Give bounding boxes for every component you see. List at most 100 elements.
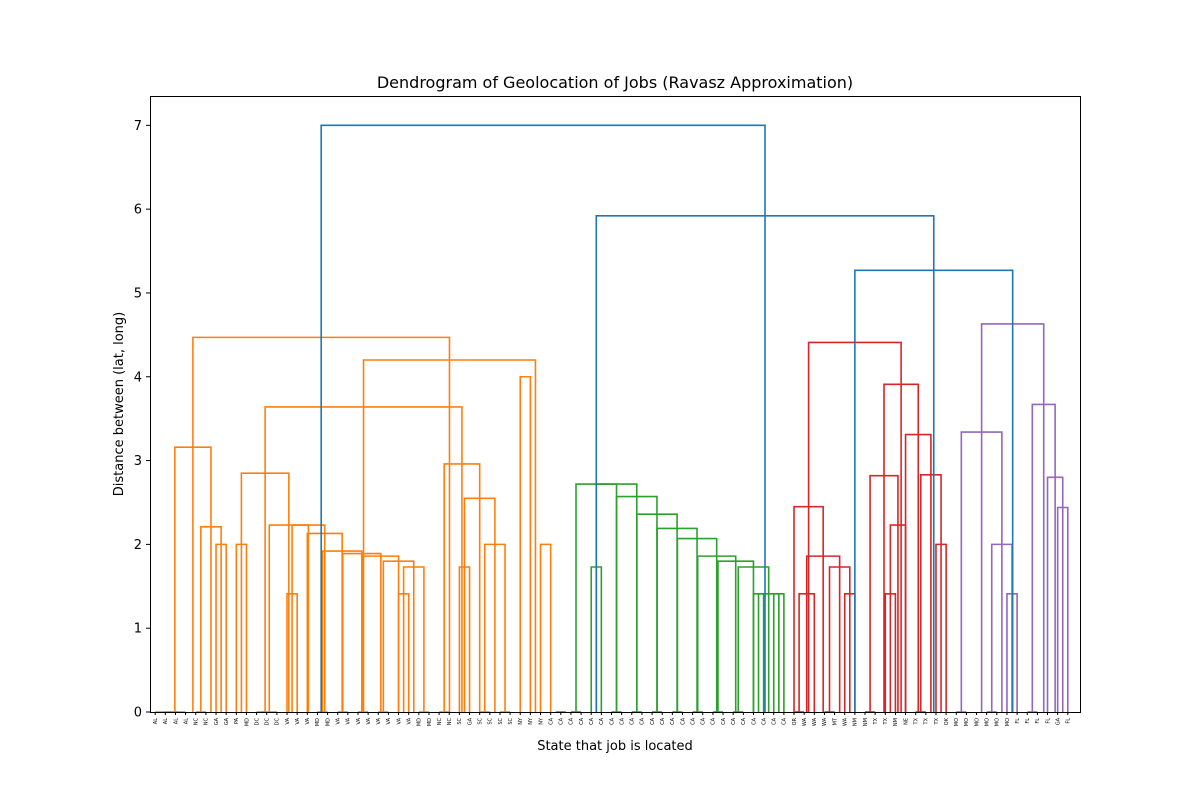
x-tick-label: GA (467, 717, 473, 725)
x-tick-label: VA (366, 717, 372, 724)
x-tick-label: NC (204, 717, 210, 725)
dendrogram-link (519, 375, 532, 712)
x-tick-label: VA (356, 717, 362, 724)
x-tick-label: FL (1015, 718, 1021, 724)
y-tick-label: 7 (134, 119, 142, 134)
x-tick-label: VA (305, 717, 311, 724)
x-tick-label: GA (1055, 717, 1061, 725)
dendrogram-link (539, 543, 552, 712)
x-tick-label: MD (417, 718, 423, 726)
x-axis: AL AL AL AL NC NC GA GA PA MD DC DC DC VA VA VA MD MD VA VA… (153, 712, 1072, 726)
x-tick-label: CA (761, 717, 767, 724)
x-tick-label: CA (751, 717, 757, 724)
y-tick-label: 0 (134, 706, 142, 721)
y-tick-label: 2 (134, 538, 142, 553)
x-tick-label: AL (163, 718, 169, 724)
dendrogram-link (320, 124, 766, 712)
y-tick-label: 3 (134, 454, 142, 469)
x-tick-label: CA (599, 717, 605, 724)
x-tick-label: NM (863, 718, 869, 726)
x-tick-label: AL (173, 718, 179, 724)
x-tick-label: FL (1066, 718, 1072, 724)
x-tick-label: VA (295, 717, 301, 724)
x-tick-label: CA (772, 717, 778, 724)
x-tick-label: OK (944, 717, 950, 725)
y-tick-label: 5 (134, 286, 142, 301)
x-tick-label: NY (538, 717, 544, 725)
y-tick-label: 1 (134, 622, 142, 637)
x-tick-label: NY (518, 717, 524, 725)
x-tick-label: MD (325, 718, 331, 726)
x-tick-label: NC (437, 717, 443, 725)
x-tick-label: MT (832, 717, 838, 725)
x-tick-label: VA (336, 717, 342, 724)
x-tick-label: MD (427, 718, 433, 726)
dendrogram-links (155, 124, 1069, 713)
x-tick-label: TX (873, 717, 879, 725)
x-tick-label: FL (1025, 718, 1031, 724)
x-tick-label: WA (843, 717, 849, 726)
x-tick-label: WA (802, 717, 808, 726)
x-tick-label: CA (701, 717, 707, 724)
y-tick-label: 6 (134, 203, 142, 218)
chart-title: Dendrogram of Geolocation of Jobs (Ravas… (377, 73, 853, 92)
x-tick-label: MO (964, 718, 970, 726)
x-tick-label: PA (234, 717, 240, 724)
y-axis-label: Distance between (lat, long) (112, 312, 127, 496)
x-tick-label: SC (457, 717, 463, 724)
x-tick-label: CA (609, 717, 615, 724)
x-tick-label: MO (995, 718, 1001, 726)
x-tick-label: VA (346, 717, 352, 724)
plot-frame (150, 96, 1081, 713)
x-tick-label: NE (903, 718, 909, 725)
x-tick-label: NC (194, 717, 200, 725)
x-tick-label: CA (721, 717, 727, 724)
x-tick-label: MO (1005, 718, 1011, 726)
x-tick-label: CA (782, 717, 788, 724)
x-tick-label: VA (376, 717, 382, 724)
x-tick-label: CA (660, 717, 666, 724)
x-tick-label: CA (569, 717, 575, 724)
x-tick-label: TX (924, 717, 930, 725)
x-tick-label: WA (812, 717, 818, 726)
x-tick-label: CA (548, 717, 554, 724)
x-tick-label: CA (690, 717, 696, 724)
x-tick-label: SC (498, 717, 504, 724)
x-tick-label: CA (559, 717, 565, 724)
x-tick-label: NM (893, 718, 899, 726)
x-tick-label: DC (265, 717, 271, 725)
x-tick-label: GA (214, 717, 220, 725)
x-tick-label: FL (1035, 718, 1041, 724)
x-tick-label: MO (974, 718, 980, 726)
x-tick-label: FL (1045, 718, 1051, 724)
x-tick-label: TX (914, 717, 920, 725)
x-tick-label: CA (650, 717, 656, 724)
x-tick-label: AL (183, 718, 189, 724)
x-tick-label: VA (407, 717, 413, 724)
x-tick-label: CA (680, 717, 686, 724)
x-tick-label: CA (741, 717, 747, 724)
y-axis: 0 1 2 3 4 5 6 7 (134, 119, 150, 721)
x-tick-label: MO (984, 718, 990, 726)
x-tick-label: DC (254, 717, 260, 725)
x-tick-label: SC (508, 717, 514, 724)
x-tick-label: NC (447, 717, 453, 725)
x-tick-label: CA (589, 717, 595, 724)
x-tick-label: CA (711, 717, 717, 724)
x-tick-label: SC (477, 717, 483, 724)
x-tick-label: WA (822, 717, 828, 726)
x-tick-label: VA (285, 717, 291, 724)
x-tick-label: TX (934, 717, 940, 725)
x-tick-label: CA (579, 717, 585, 724)
x-tick-label: CA (731, 717, 737, 724)
x-tick-label: NY (528, 717, 534, 725)
x-tick-label: TX (883, 717, 889, 725)
x-tick-label: NM (853, 718, 859, 726)
x-tick-label: CA (670, 717, 676, 724)
x-tick-label: SC (488, 717, 494, 724)
x-tick-label: VA (386, 717, 392, 724)
x-tick-label: GA (224, 717, 230, 725)
y-tick-label: 4 (134, 370, 142, 385)
